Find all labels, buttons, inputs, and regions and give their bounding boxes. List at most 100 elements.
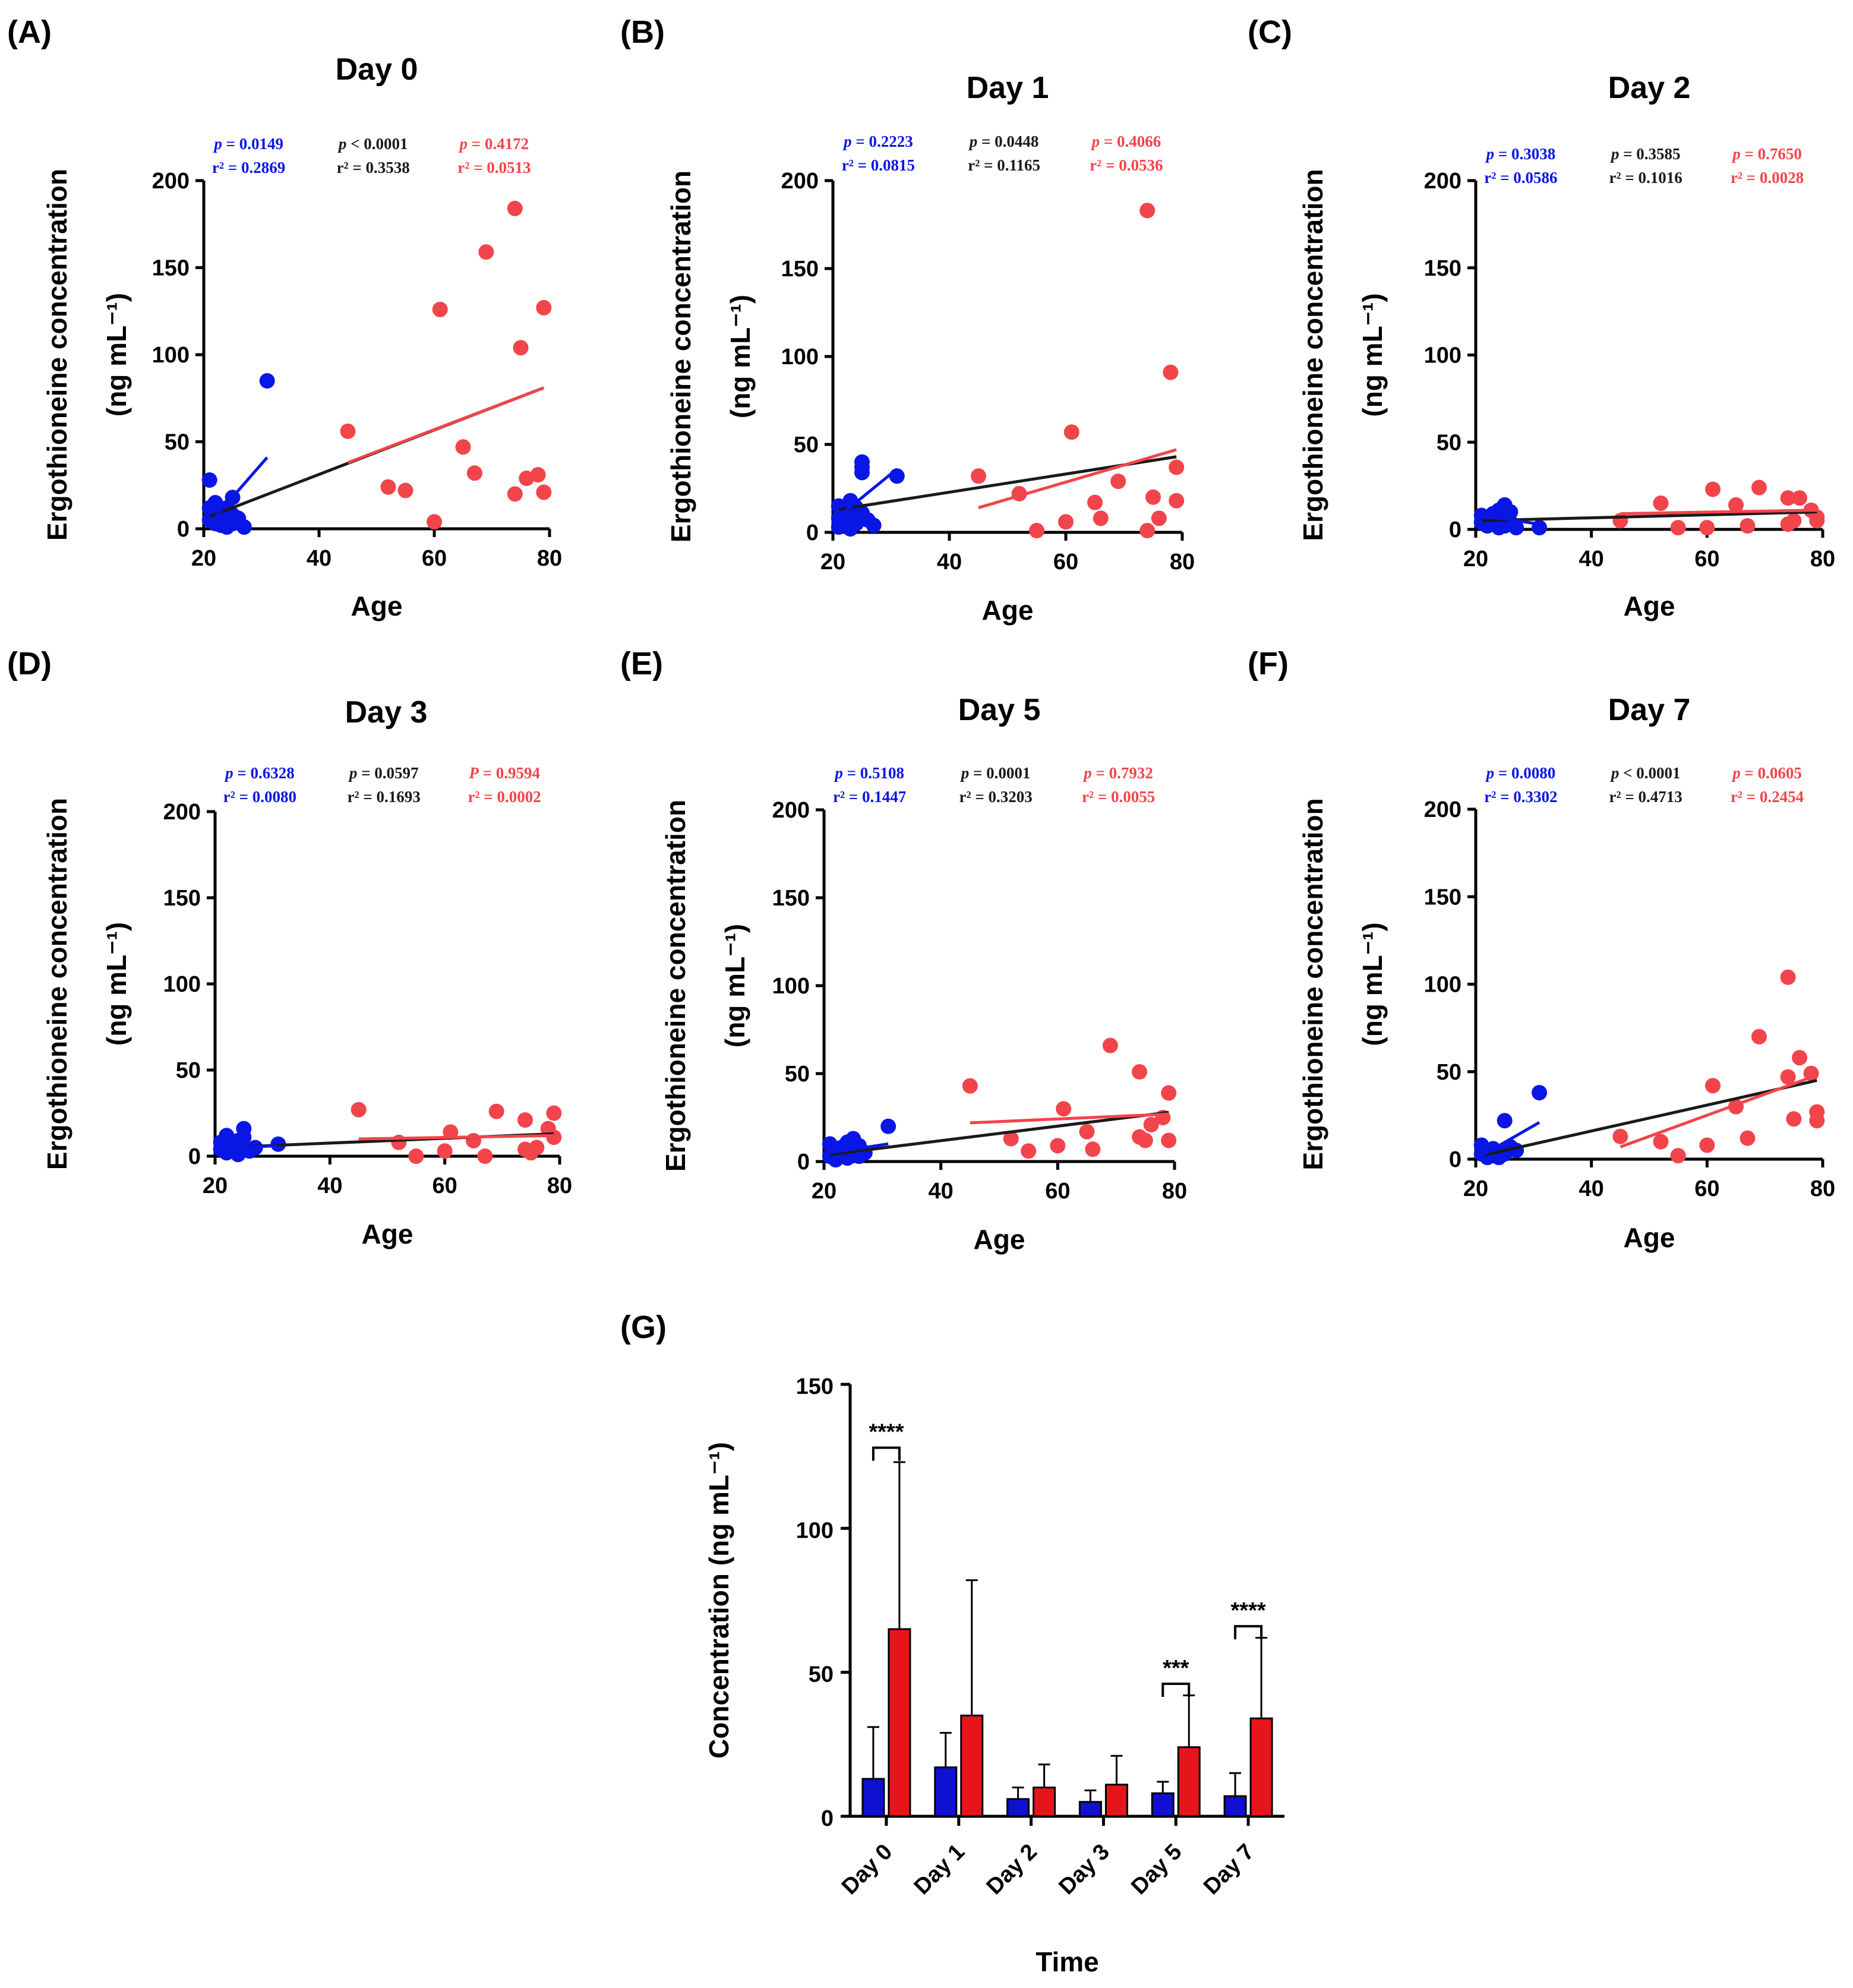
p-value-text: = 0.6328 [233, 764, 295, 782]
panel-label: (C) [1248, 14, 1292, 50]
y-axis-title: Ergothioneine concentration [42, 798, 72, 1170]
overall-fit-line [829, 1110, 1169, 1156]
significance-label: *** [1163, 1656, 1189, 1681]
y-tick-label: 150 [1424, 256, 1461, 281]
x-tick-label: 20 [191, 546, 216, 571]
old-r-squared: r² = 0.0513 [457, 159, 531, 176]
x-tick-label: 40 [1579, 1176, 1604, 1201]
y-tick-label: 100 [781, 345, 819, 370]
old-bar [1104, 1784, 1128, 1817]
p-value-text: = 0.3038 [1494, 145, 1555, 163]
y-tick-label: 50 [176, 1058, 201, 1083]
panel-label: (G) [620, 1309, 667, 1345]
x-tick-label: 60 [1694, 547, 1719, 572]
y-tick-label: 0 [821, 1806, 834, 1831]
y-tick-label: 100 [163, 972, 201, 997]
y-axis-unit: (ng mL⁻¹) [101, 293, 132, 416]
p-value-text: = 0.5108 [843, 764, 904, 782]
p-symbol: p [1091, 132, 1100, 150]
old-point [455, 439, 471, 455]
y-axis-unit: (ng mL⁻¹) [719, 924, 750, 1047]
overall-fit-line [1481, 510, 1817, 522]
old-bar [960, 1714, 984, 1817]
old-point [507, 486, 523, 502]
old-point [380, 479, 396, 495]
p-value-text: = 0.0605 [1741, 764, 1802, 782]
panel-label: (D) [7, 646, 52, 681]
young-point [1497, 1113, 1513, 1129]
old-point [1079, 1124, 1095, 1140]
y-tick-label: 150 [781, 257, 819, 282]
x-tick-label: 20 [820, 550, 845, 575]
x-axis-title: Age [351, 591, 403, 621]
p-value-text: < 0.0001 [346, 135, 408, 153]
p-symbol: p [968, 132, 978, 150]
p-symbol: p [1485, 764, 1495, 782]
old-point [478, 244, 494, 260]
chart-title: Day 1 [967, 71, 1049, 105]
old-point [536, 484, 552, 500]
old-point [437, 1143, 453, 1159]
old-point [1050, 1138, 1066, 1154]
y-axis-title: Ergothioneine concentration [665, 171, 696, 542]
x-tick-label: 80 [547, 1173, 572, 1198]
y-tick-label: 150 [772, 886, 810, 911]
x-tick-label: 40 [929, 1179, 954, 1204]
young-p-value: p = 0.2223 [842, 132, 913, 150]
p-symbol: p [1082, 764, 1092, 782]
young-r-squared: r² = 0.0815 [842, 156, 915, 174]
old-point [1792, 490, 1808, 506]
old-point [1151, 510, 1167, 526]
y-tick-label: 50 [785, 1062, 810, 1087]
old-point [1780, 490, 1796, 506]
old-point [427, 514, 442, 530]
old-r-squared: r² = 0.0055 [1082, 788, 1155, 806]
p-symbol: p [1731, 764, 1741, 782]
y-tick-label: 150 [152, 256, 190, 281]
panel-c: (C) Day 2 0 50 100 150 200 20 40 60 80 Age Ergothion… [1248, 14, 1835, 621]
p-symbol: p [960, 764, 970, 782]
y-tick-label: 50 [794, 433, 819, 457]
x-tick-label: Day 2 [982, 1839, 1042, 1899]
p-value-text: = 0.4172 [468, 135, 529, 153]
y-tick-label: 50 [1437, 430, 1461, 455]
y-tick-label: 50 [1437, 1060, 1461, 1085]
young-point [236, 519, 252, 535]
old-fit-line [1620, 1074, 1818, 1148]
y-axis-unit: (ng mL⁻¹) [1357, 922, 1388, 1046]
y-tick-label: 0 [1449, 1147, 1461, 1172]
significance-label: **** [869, 1420, 904, 1445]
old-point [1751, 1028, 1767, 1045]
y-tick-label: 200 [1424, 169, 1461, 194]
overall-r-squared: r² = 0.3538 [337, 159, 410, 176]
old-point [1705, 1078, 1721, 1094]
y-tick-label: 100 [772, 974, 810, 999]
old-point [1161, 1132, 1177, 1148]
x-tick-label: 40 [937, 550, 962, 575]
y-axis-title: Ergothioneine concentration [42, 169, 72, 541]
young-r-squared: r² = 0.0080 [223, 788, 296, 806]
old-point [1780, 1069, 1796, 1085]
young-point [259, 373, 275, 389]
p-symbol: p [459, 135, 468, 153]
old-point [1163, 364, 1179, 380]
p-symbol: p [1731, 145, 1741, 163]
old-point [466, 465, 482, 481]
p-value-text: = 0.0080 [1494, 764, 1555, 782]
significance-bracket [1161, 1683, 1191, 1697]
y-tick-label: 150 [163, 886, 201, 911]
y-axis-title: Ergothioneine concentration [660, 800, 691, 1172]
old-point [1751, 479, 1767, 496]
old-point [507, 200, 523, 216]
x-tick-label: 20 [203, 1173, 228, 1198]
young-fit-line [838, 468, 898, 518]
old-bar [1249, 1717, 1273, 1817]
x-tick-label: 20 [1463, 1176, 1488, 1201]
old-point [1792, 1050, 1808, 1066]
x-tick-label: 80 [1810, 1176, 1835, 1201]
old-p-value: p = 0.7650 [1731, 145, 1802, 163]
old-point [1102, 1037, 1118, 1053]
x-axis-title: Age [1624, 591, 1675, 621]
p-symbol: p [213, 135, 222, 153]
